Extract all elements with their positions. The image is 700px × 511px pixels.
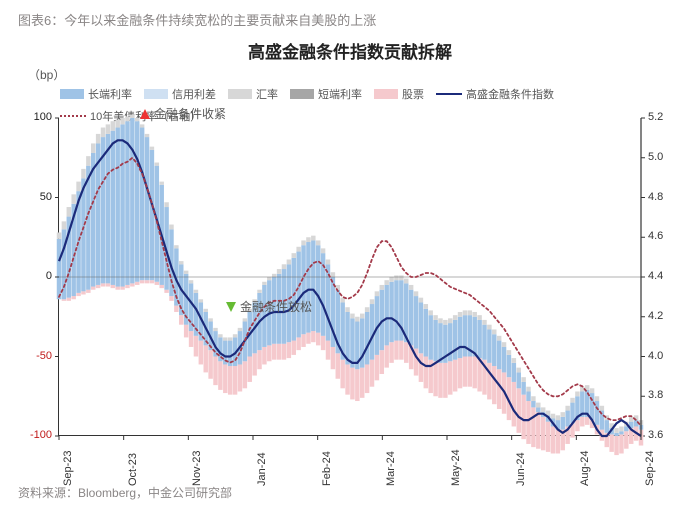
ytick-left: 0: [22, 270, 52, 282]
legend-swatch: [60, 115, 86, 117]
legend-item-equity: 股票: [374, 86, 424, 102]
ytick-left: -100: [22, 429, 52, 441]
annotation-label: 金融条件放松: [240, 298, 312, 315]
ytick-right: 5.0: [648, 151, 663, 163]
ytick-left: -50: [22, 350, 52, 362]
legend-swatch: [144, 89, 168, 99]
ytick-right: 3.8: [648, 389, 663, 401]
legend-swatch: [290, 89, 314, 99]
arrow-up-icon: [140, 109, 150, 119]
annotation-label: 金融条件收紧: [154, 105, 226, 122]
ytick-right: 4.8: [648, 191, 663, 203]
chart-title: 高盛金融条件指数贡献拆解: [0, 38, 700, 63]
xtick: May-24: [450, 449, 462, 486]
xtick: Aug-24: [579, 451, 591, 486]
ytick-right: 3.6: [648, 429, 663, 441]
legend-swatch: [436, 93, 462, 95]
xtick: Jun-24: [515, 452, 527, 486]
legend-swatch: [228, 89, 252, 99]
legend-swatch: [60, 89, 84, 99]
legend-item-fx: 汇率: [228, 86, 278, 102]
left-axis-unit: （bp）: [28, 66, 65, 83]
xtick: Nov-23: [191, 451, 203, 486]
xtick: Oct-23: [127, 453, 139, 486]
arrow-down-icon: [226, 302, 236, 312]
legend-label: 高盛金融条件指数: [466, 86, 554, 102]
legend-label: 汇率: [256, 86, 278, 102]
xtick: Sep-23: [62, 451, 74, 486]
xtick: Feb-24: [321, 451, 333, 486]
legend-item-credit: 信用利差: [144, 86, 216, 102]
chart-svg: [59, 118, 640, 435]
legend-label: 短端利率: [318, 86, 362, 102]
plot-area: [58, 118, 640, 436]
legend-swatch: [374, 89, 398, 99]
ytick-left: 50: [22, 191, 52, 203]
legend-label: 长端利率: [88, 86, 132, 102]
ytick-left: 100: [22, 111, 52, 123]
xtick: Jan-24: [256, 452, 268, 486]
ytick-right: 4.6: [648, 230, 663, 242]
legend-item-gs_fci: 高盛金融条件指数: [436, 86, 554, 102]
legend-item-short_rate: 短端利率: [290, 86, 362, 102]
ytick-right: 5.2: [648, 111, 663, 123]
annotation-tight: 金融条件收紧: [140, 105, 226, 122]
xtick: Sep-24: [644, 451, 656, 486]
legend-item-long_rate: 长端利率: [60, 86, 132, 102]
ytick-right: 4.0: [648, 350, 663, 362]
annotation-loose: 金融条件放松: [226, 298, 312, 315]
xtick: Mar-24: [385, 451, 397, 486]
source-note: 资料来源：Bloomberg，中金公司研究部: [18, 484, 232, 501]
chart-caption: 图表6：今年以来金融条件持续宽松的主要贡献来自美股的上涨: [18, 10, 376, 29]
legend-label: 信用利差: [172, 86, 216, 102]
ytick-right: 4.2: [648, 310, 663, 322]
ytick-right: 4.4: [648, 270, 663, 282]
legend-label: 股票: [402, 86, 424, 102]
